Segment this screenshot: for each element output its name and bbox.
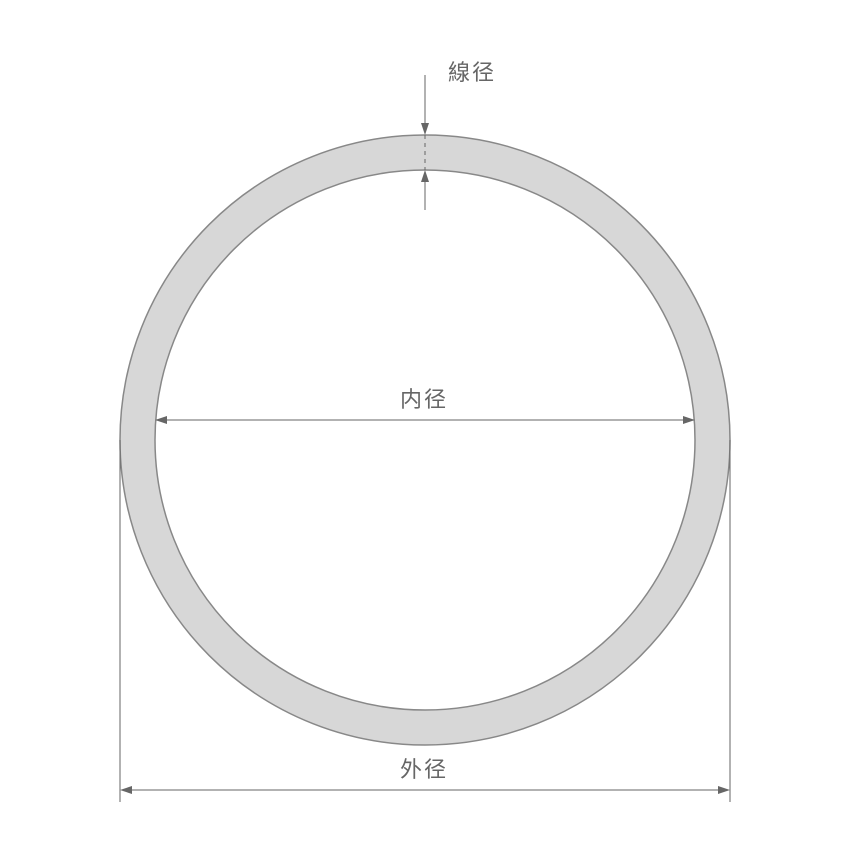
ring-diagram-svg <box>0 0 850 850</box>
wire-diameter-label: 線径 <box>448 55 496 87</box>
outer-diameter-label: 外径 <box>400 752 448 784</box>
inner-diameter-label: 内径 <box>400 382 448 414</box>
ring-shape <box>120 135 730 745</box>
diagram-canvas: 線径 内径 外径 <box>0 0 850 850</box>
